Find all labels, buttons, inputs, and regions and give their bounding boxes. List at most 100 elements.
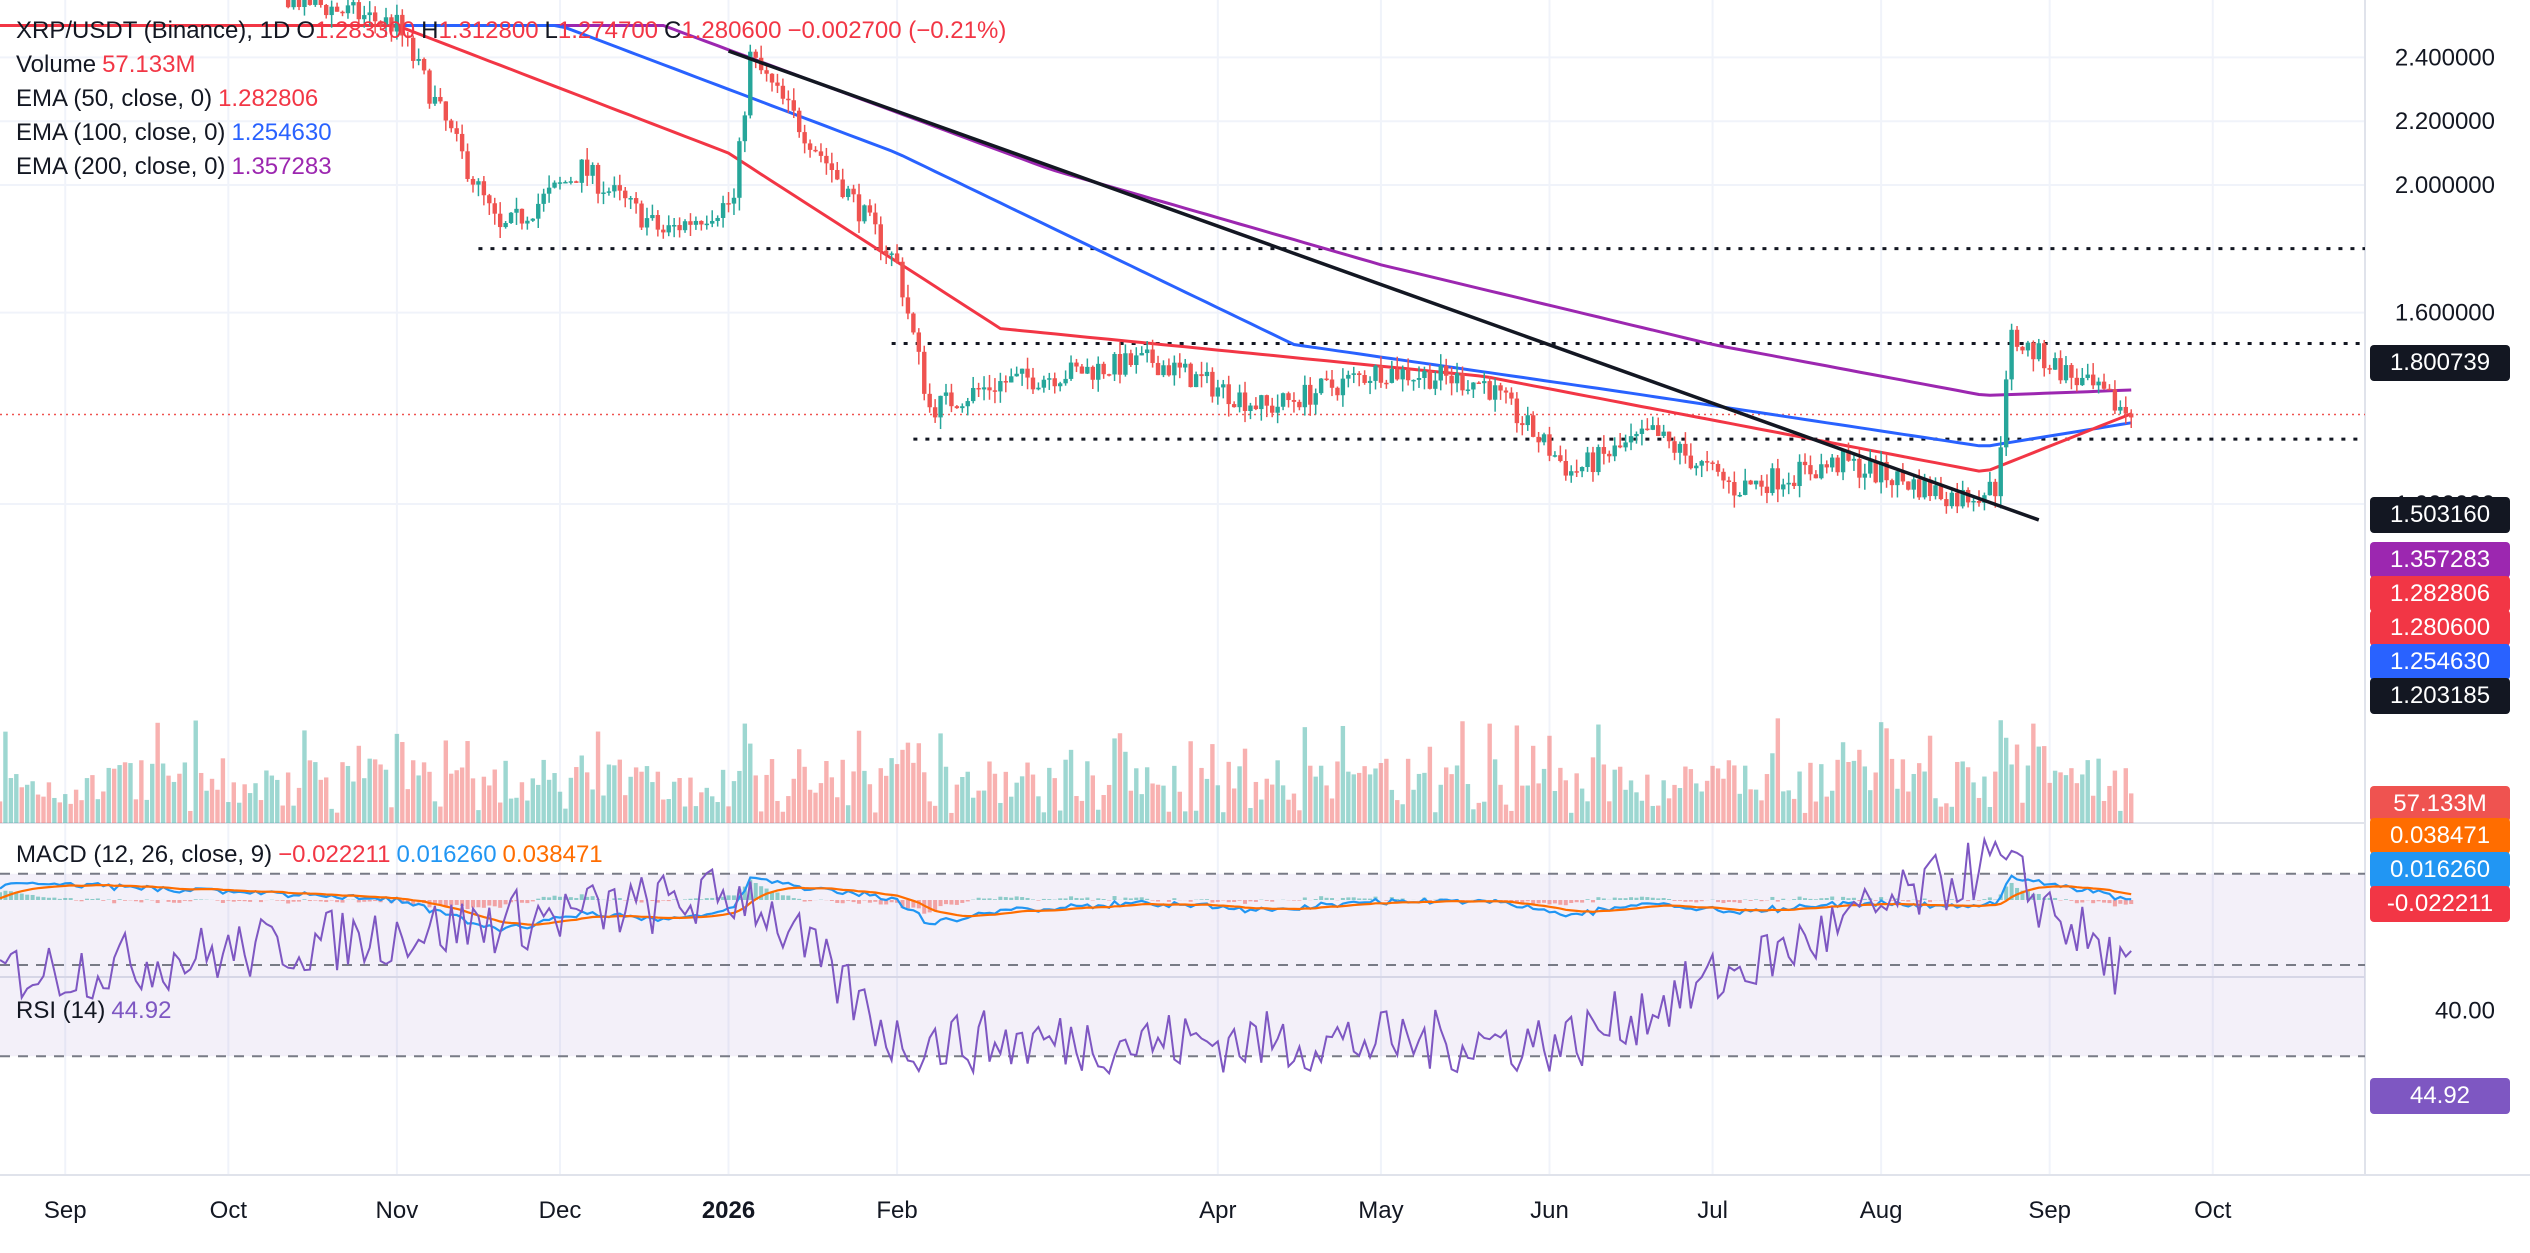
legend-high-label: H <box>421 17 439 44</box>
macd-hist-bar <box>1384 900 1389 901</box>
volume-bar <box>1862 766 1868 823</box>
macd-hist-bar <box>1699 900 1704 902</box>
macd-hist-bar <box>84 898 89 900</box>
volume-bar <box>2025 765 2031 823</box>
candle-body <box>813 149 818 152</box>
volume-bar <box>584 772 590 823</box>
candle-body <box>2047 368 2052 370</box>
time-tick-label: Apr <box>1199 1197 1236 1224</box>
volume-bar <box>1215 785 1221 823</box>
volume-bar <box>1362 766 1367 823</box>
candle-body <box>726 203 731 205</box>
macd-hist-bar <box>726 895 731 900</box>
volume-bar <box>818 783 824 823</box>
volume-bar <box>1612 769 1617 823</box>
volume-bar <box>1340 725 1346 823</box>
candle-body <box>1356 373 1362 376</box>
volume-bar <box>454 770 459 823</box>
macd-hist-bar <box>1003 897 1008 900</box>
macd-hist-bar <box>1107 900 1112 901</box>
macd-hist-bar <box>1770 896 1775 900</box>
macd-hist-bar <box>683 899 688 900</box>
candle-body <box>677 225 682 231</box>
candle-body <box>432 96 438 104</box>
macd-hist-bar <box>786 895 791 900</box>
volume-bar <box>661 799 666 823</box>
volume-bar <box>1846 762 1851 823</box>
volume-bar <box>1829 790 1835 823</box>
legend-close: 1.280600 <box>681 17 782 44</box>
macd-hist-bar <box>2102 900 2107 903</box>
macd-hist-bar <box>133 900 138 902</box>
volume-bar <box>1057 810 1063 823</box>
volume-bar <box>541 759 546 823</box>
volume-bar <box>1275 760 1280 823</box>
legend-ema50-label: EMA (50, close, 0) <box>16 85 213 112</box>
volume-bar <box>1677 788 1683 823</box>
candle-body <box>1960 489 1965 507</box>
candle-body <box>883 250 889 255</box>
macd-hist-bar <box>476 900 481 908</box>
volume-bar <box>1188 741 1193 823</box>
macd-hist-bar <box>19 893 24 900</box>
candle-body <box>1541 434 1547 443</box>
candle-body <box>797 110 802 133</box>
candle-body <box>1362 375 1367 383</box>
candle-body <box>1280 393 1286 407</box>
candle-body <box>802 132 807 144</box>
volume-bar <box>296 787 302 823</box>
candle-body <box>378 21 383 25</box>
tag-level-low: 1.203185 <box>2370 678 2510 714</box>
candle-body <box>329 6 334 16</box>
volume-bar <box>1193 810 1199 823</box>
macd-hist-bar <box>313 900 318 901</box>
volume-bar <box>1259 799 1264 823</box>
candle-body <box>2063 365 2069 381</box>
volume-bar <box>1248 807 1253 823</box>
volume-bar <box>1204 778 1210 823</box>
macd-hist-bar <box>2107 900 2112 904</box>
candle-body <box>2025 342 2031 351</box>
candle-body <box>1231 404 1237 408</box>
volume-bar <box>1813 801 1819 823</box>
volume-bar <box>0 801 3 823</box>
volume-bar <box>1063 759 1068 823</box>
volume-bar <box>2009 764 2014 823</box>
macd-hist-bar <box>2063 899 2068 900</box>
volume-bar <box>1286 799 1291 823</box>
candle-body <box>1677 443 1683 453</box>
volume-bar <box>1405 758 1411 823</box>
volume-bar <box>1443 767 1449 823</box>
macd-hist-bar <box>900 900 905 909</box>
volume-bar <box>720 769 726 823</box>
macd-hist-bar <box>933 900 938 911</box>
candle-body <box>367 12 372 16</box>
macd-hist-bar <box>220 900 225 903</box>
volume-bar <box>1155 784 1161 823</box>
macd-hist-bar <box>851 900 856 903</box>
volume-bar <box>1030 774 1036 823</box>
volume-bar <box>1868 790 1873 823</box>
volume-bar <box>552 773 557 823</box>
candle-body <box>845 188 851 198</box>
macd-hist-bar <box>1721 900 1726 904</box>
volume-bar <box>1052 778 1057 823</box>
volume-bar <box>1993 771 1998 823</box>
candle-body <box>715 217 720 221</box>
candle-body <box>1563 460 1568 476</box>
candle-body <box>345 5 351 14</box>
candle-body <box>878 224 883 251</box>
legend-macd-line: 0.016260 <box>396 841 497 868</box>
macd-hist-bar <box>775 892 780 900</box>
candle-body <box>1063 378 1068 384</box>
candle-body <box>503 222 508 228</box>
candle-body <box>916 332 922 352</box>
macd-hist-bar <box>1797 896 1802 900</box>
candle-body <box>764 70 769 74</box>
macd-hist-bar <box>960 900 965 903</box>
volume-bar <box>258 800 264 823</box>
candle-body <box>900 261 905 298</box>
macd-hist-bar <box>1172 898 1177 900</box>
candle-body <box>1449 375 1454 384</box>
